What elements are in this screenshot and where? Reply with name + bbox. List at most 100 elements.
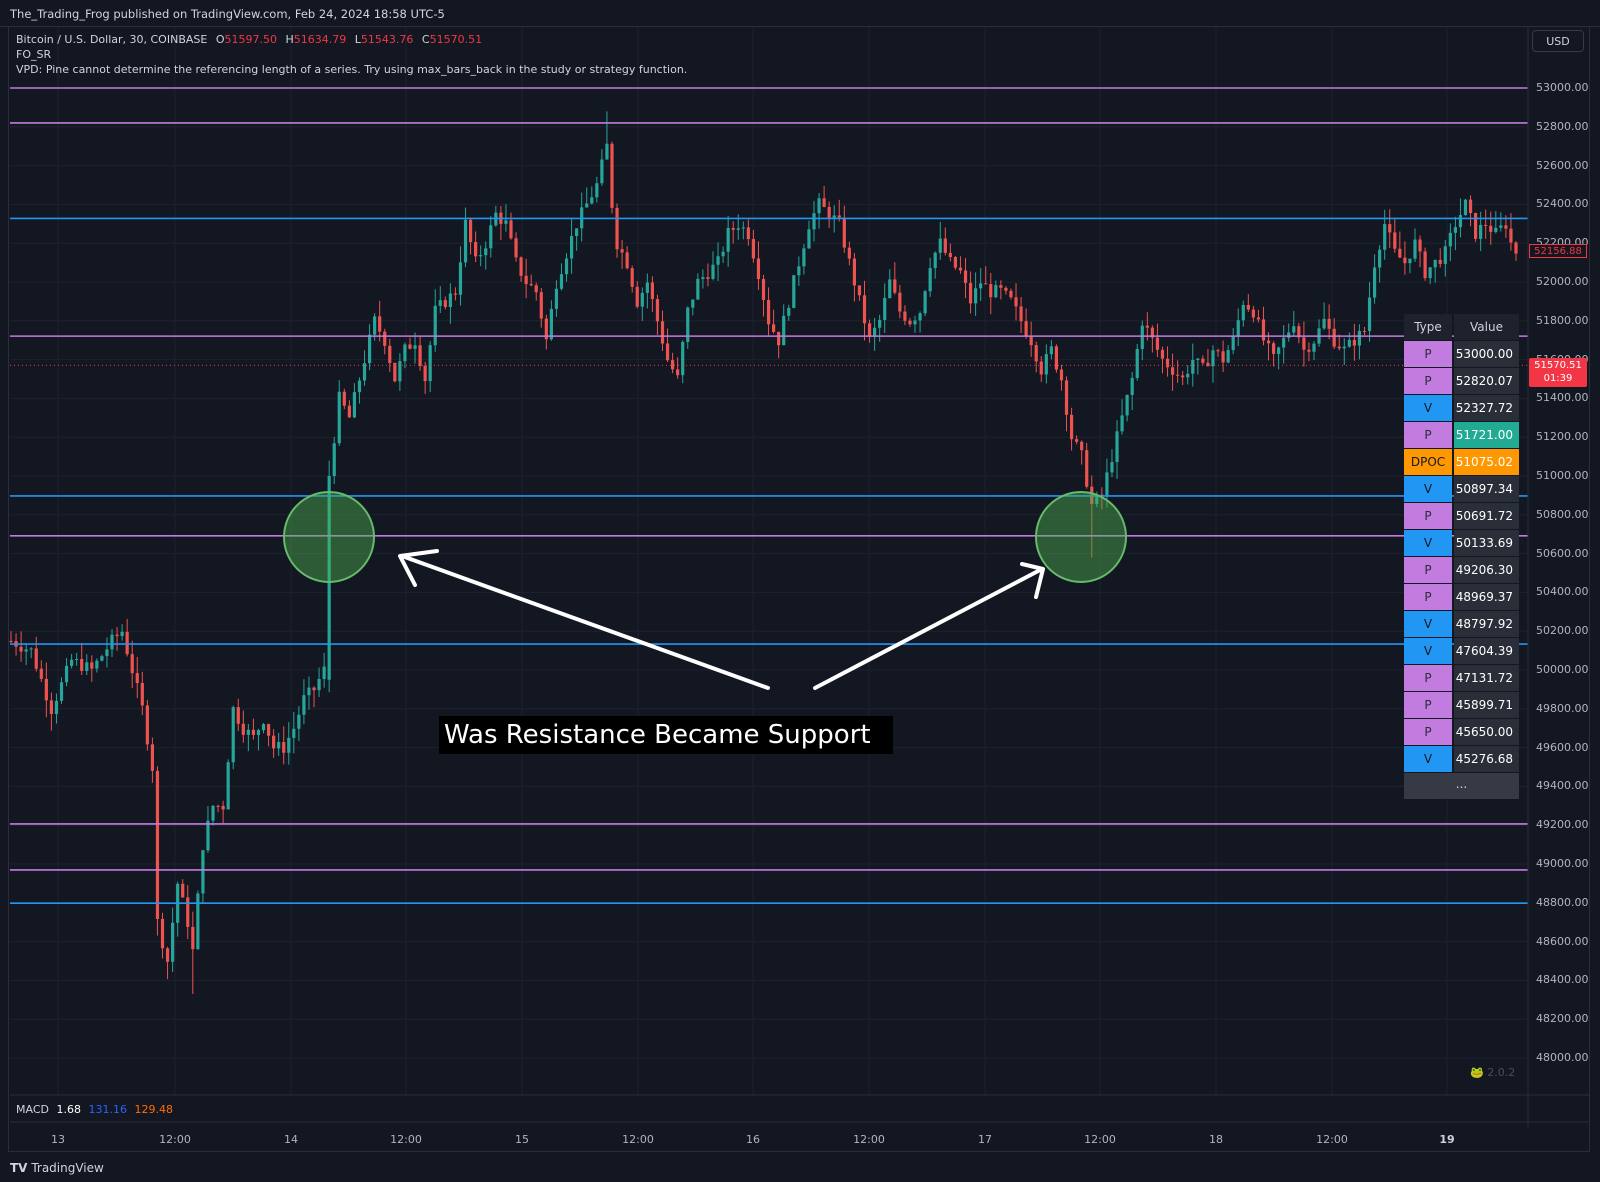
levels-table-row: P 48969.37 xyxy=(1404,584,1519,610)
candle-body xyxy=(1231,336,1235,351)
candle-body xyxy=(1064,380,1069,415)
candle-body xyxy=(1034,345,1038,362)
candle-body xyxy=(1049,346,1053,355)
candle-body xyxy=(670,360,675,370)
candle-body xyxy=(686,307,690,342)
candle-body xyxy=(974,288,978,304)
time-tick-label: 14 xyxy=(284,1133,298,1146)
candle-body xyxy=(1468,199,1473,214)
candle-body xyxy=(327,476,331,680)
levels-table-row: V 52327.72 xyxy=(1404,395,1519,421)
level-type-cell: V xyxy=(1404,638,1452,664)
candle-body xyxy=(963,270,968,283)
current-price-value: 51570.51 xyxy=(1534,360,1582,371)
levels-table-more[interactable]: ... xyxy=(1404,773,1519,799)
candle-body xyxy=(943,238,947,253)
candle-body xyxy=(383,331,387,346)
candle-body xyxy=(90,662,94,669)
candle-body xyxy=(575,228,579,237)
levels-table-row: V 50133.69 xyxy=(1404,530,1519,556)
candle-body xyxy=(802,248,806,267)
candle-body xyxy=(1312,343,1316,352)
candle-body xyxy=(984,283,988,285)
level-value-cell: 45899.71 xyxy=(1454,692,1519,718)
chart-pane[interactable] xyxy=(8,26,1590,1152)
candle-body xyxy=(1024,321,1028,336)
candle-body xyxy=(221,805,225,810)
candle-body xyxy=(711,264,715,279)
candle-body xyxy=(191,926,195,950)
candle-body xyxy=(393,362,397,382)
candle-body xyxy=(1165,358,1170,368)
price-tick-label: 52400.00 xyxy=(1536,197,1589,211)
levels-table-row: P 47131.72 xyxy=(1404,665,1519,691)
candle-body xyxy=(378,316,382,332)
price-tick-label: 51400.00 xyxy=(1536,391,1589,405)
price-tick-label: 49600.00 xyxy=(1536,740,1589,754)
candle-body xyxy=(1059,369,1064,381)
candle-body xyxy=(120,631,124,637)
candle-body xyxy=(150,744,155,771)
candle-body xyxy=(458,262,463,295)
levels-table-header: Type Value xyxy=(1404,314,1519,340)
candle-body xyxy=(913,320,917,325)
candle-body xyxy=(665,343,670,361)
candle-body xyxy=(559,274,564,289)
candle-body xyxy=(1408,258,1412,264)
candle-body xyxy=(1075,439,1079,442)
levels-table-row: P 51721.00 xyxy=(1404,422,1519,448)
candle-body xyxy=(347,405,351,418)
candle-body xyxy=(1140,325,1144,349)
candle-body xyxy=(110,634,114,650)
candle-body xyxy=(1120,415,1124,432)
currency-button[interactable]: USD xyxy=(1532,30,1584,52)
levels-table-row: P 53000.00 xyxy=(1404,341,1519,367)
candle-body xyxy=(95,660,99,669)
candle-body xyxy=(160,918,165,949)
low-value: 51543.76 xyxy=(360,33,414,46)
candle-body xyxy=(1438,259,1442,264)
level-value-cell: 50897.34 xyxy=(1454,476,1519,502)
candle-body xyxy=(549,308,553,340)
candle-body xyxy=(1378,249,1382,268)
levels-table-row: P 45899.71 xyxy=(1404,692,1519,718)
candle-body xyxy=(918,313,922,321)
candle-body xyxy=(489,225,493,249)
candle-body xyxy=(1282,337,1286,348)
candle-body xyxy=(463,219,468,263)
macd-value-1: 1.68 xyxy=(56,1103,81,1116)
price-tick-label: 48800.00 xyxy=(1536,895,1589,909)
candle-body xyxy=(1337,346,1341,349)
candle-body xyxy=(307,687,311,696)
candle-body xyxy=(1357,330,1362,346)
candle-body xyxy=(337,391,341,444)
candle-body xyxy=(292,728,296,738)
candle-body xyxy=(1130,377,1134,395)
indicator-name[interactable]: FO_SR xyxy=(16,48,52,61)
candle-body xyxy=(1307,349,1311,352)
tradingview-brand[interactable]: TV TradingView xyxy=(10,1161,104,1175)
candle-body xyxy=(812,213,816,230)
time-tick-label: 12:00 xyxy=(159,1133,191,1146)
candle-body xyxy=(701,277,705,279)
candle-body xyxy=(1039,361,1043,375)
symbol-title[interactable]: Bitcoin / U.S. Dollar, 30, COINBASE xyxy=(16,33,208,46)
candle-body xyxy=(145,705,149,745)
price-tick-label: 49000.00 xyxy=(1536,857,1589,870)
candle-body xyxy=(615,207,619,250)
level-type-cell: V xyxy=(1404,746,1452,772)
candle-body xyxy=(721,251,725,257)
candle-body xyxy=(125,631,129,655)
time-tick-label: 12:00 xyxy=(1316,1133,1348,1146)
level-value-cell: 47131.72 xyxy=(1454,665,1519,691)
candle-body xyxy=(519,257,523,276)
candle-body xyxy=(989,284,993,298)
annotation-text[interactable]: Was Resistance Became Support xyxy=(439,716,893,754)
candle-body xyxy=(585,203,589,208)
candle-body xyxy=(251,729,256,735)
candle-body xyxy=(1216,350,1220,352)
candle-body xyxy=(448,293,452,308)
candle-body xyxy=(85,662,89,671)
candle-body xyxy=(1176,374,1180,376)
